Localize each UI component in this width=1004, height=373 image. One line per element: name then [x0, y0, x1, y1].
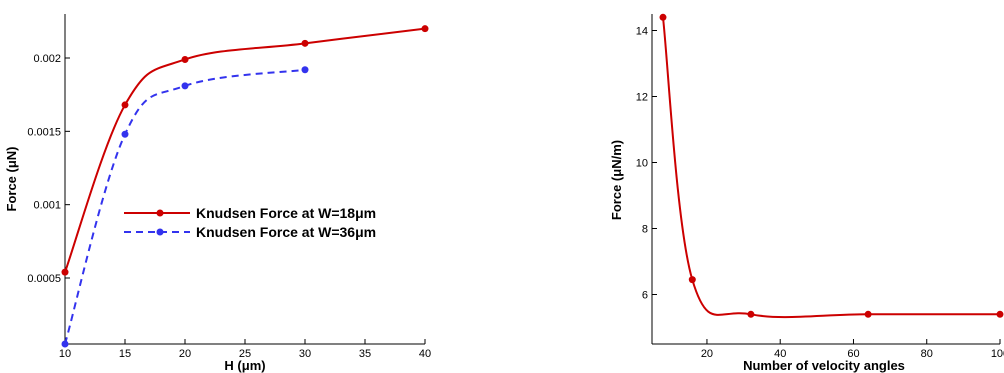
- x-tick-label: 40: [419, 348, 431, 360]
- axes-frame: [64, 14, 425, 345]
- x-tick-label: 25: [239, 348, 251, 360]
- data-point: [688, 276, 696, 284]
- axes-frame: [651, 14, 1000, 345]
- data-point: [996, 310, 1004, 318]
- series-group: [61, 25, 429, 348]
- data-point: [421, 25, 429, 33]
- data-point: [181, 55, 189, 63]
- x-ticks: 10 15 20 25 30 35 40: [59, 339, 431, 360]
- y-tick-label: 14: [636, 26, 648, 38]
- legend-marker-1: [156, 209, 164, 217]
- series-line-1: [661, 17, 1000, 319]
- legend-label-1: Knudsen Force at W=18μm: [196, 205, 376, 221]
- y-tick-label: 0.0015: [27, 126, 61, 138]
- x-tick-label: 40: [774, 348, 786, 360]
- y-tick-label: 0.002: [33, 53, 61, 65]
- data-point: [61, 340, 69, 348]
- data-point: [747, 310, 755, 318]
- data-point: [121, 130, 129, 138]
- x-tick-label: 100: [991, 348, 1004, 360]
- y-tick-label: 10: [636, 158, 648, 170]
- force-vs-h-chart: 10 15 20 25 30 35 40 0.0005 0.001 0.0015 0.002 H …: [4, 14, 431, 373]
- y-tick-label: 6: [642, 290, 648, 302]
- data-point: [61, 268, 69, 276]
- x-axis-title: Number of velocity angles: [743, 358, 905, 373]
- y-axis-title: Force (μN): [4, 146, 19, 211]
- x-tick-label: 15: [119, 348, 131, 360]
- y-tick-label: 8: [642, 224, 648, 236]
- data-point: [864, 310, 872, 318]
- x-tick-label: 10: [59, 348, 71, 360]
- legend-label-2: Knudsen Force at W=36μm: [196, 224, 376, 240]
- y-tick-label: 12: [636, 92, 648, 104]
- x-tick-label: 60: [847, 348, 859, 360]
- data-point: [301, 39, 309, 47]
- legend: Knudsen Force at W=18μm Knudsen Force at…: [124, 205, 376, 240]
- data-point: [181, 82, 189, 90]
- x-tick-label: 20: [179, 348, 191, 360]
- series-group: [659, 13, 1004, 319]
- y-ticks: 0.0005 0.001 0.0015 0.002: [27, 53, 70, 285]
- x-tick-label: 80: [921, 348, 933, 360]
- y-ticks: 6 8 10 12 14: [636, 26, 657, 302]
- y-tick-label: 0.001: [33, 200, 61, 212]
- y-axis-title: Force (μN/m): [609, 140, 624, 220]
- x-axis-title: H (μm): [224, 358, 265, 373]
- data-point: [301, 66, 309, 74]
- data-point: [659, 13, 667, 21]
- x-tick-label: 35: [359, 348, 371, 360]
- legend-marker-2: [156, 228, 164, 236]
- x-ticks: 20 40 60 80 100: [701, 339, 1004, 360]
- y-tick-label: 0.0005: [27, 273, 61, 285]
- x-tick-label: 20: [701, 348, 713, 360]
- x-tick-label: 30: [299, 348, 311, 360]
- data-point: [121, 101, 129, 109]
- force-vs-velocity-angles-chart: 20 40 60 80 100 6 8 10 12 14 Number of velocity …: [609, 13, 1004, 373]
- series-line-2: [64, 68, 306, 345]
